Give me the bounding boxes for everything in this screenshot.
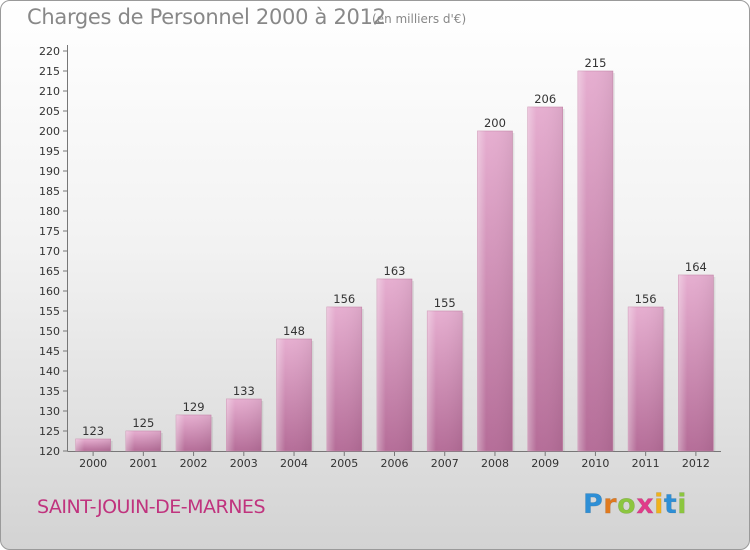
x-tick-label: 2002 [180, 457, 208, 470]
proxiti-logo: Proxiti [583, 489, 688, 521]
brand-letter: o [617, 489, 637, 521]
brand-letter: P [583, 489, 604, 521]
y-tick-label: 205 [39, 105, 60, 118]
data-label: 148 [283, 324, 305, 338]
y-tick-label: 120 [39, 445, 60, 458]
brand-letter: x [636, 489, 655, 521]
brand-letter: r [603, 489, 618, 521]
data-label: 164 [685, 260, 707, 274]
data-label: 206 [534, 92, 556, 106]
bar-highlight [477, 131, 513, 451]
data-label: 156 [333, 292, 355, 306]
y-tick-label: 210 [39, 85, 60, 98]
y-tick-label: 180 [39, 205, 60, 218]
data-label: 200 [484, 116, 506, 130]
x-tick-label: 2004 [280, 457, 308, 470]
bar-group [426, 310, 465, 452]
brand-letter: i [654, 489, 664, 521]
data-label: 133 [233, 384, 255, 398]
axes: 120 125 130 135 140 145 150 155 160 165 170 175 180 1… [39, 45, 721, 470]
bar-highlight [527, 107, 563, 451]
x-tick-label: 2008 [481, 457, 509, 470]
brand-letter: i [677, 489, 688, 521]
bar-group [226, 398, 264, 452]
y-tick-label: 125 [39, 425, 60, 438]
x-tick-label: 2005 [330, 457, 358, 470]
x-tick-label: 2003 [230, 457, 258, 470]
data-label: 215 [584, 56, 606, 70]
bar-group [376, 278, 414, 452]
y-tick-label: 175 [39, 225, 60, 238]
y-tick-label: 155 [39, 305, 60, 318]
x-tick-label: 2011 [632, 457, 660, 470]
x-tick-label: 2006 [381, 457, 409, 470]
bar-group [477, 130, 515, 452]
bar-highlight [628, 307, 664, 451]
bar-group [175, 414, 214, 452]
data-label: 123 [82, 424, 104, 438]
data-label: 163 [384, 264, 406, 278]
x-tick-label: 2007 [431, 457, 459, 470]
y-tick-label: 185 [39, 185, 60, 198]
bar-highlight [377, 279, 412, 451]
x-tick-label: 2010 [581, 457, 609, 470]
data-label: 129 [183, 400, 205, 414]
y-tick-label: 135 [39, 385, 60, 398]
x-tick-label: 2000 [79, 457, 107, 470]
y-tick-label: 150 [39, 325, 60, 338]
bar-highlight [577, 71, 613, 451]
y-tick-label: 220 [39, 45, 60, 58]
y-tick-label: 165 [39, 265, 60, 278]
bar-highlight [427, 311, 463, 451]
y-tick-label: 200 [39, 125, 60, 138]
chart-subtitle: (en milliers d'€) [372, 12, 467, 26]
bar-highlight [276, 339, 312, 451]
bar-highlight [326, 307, 362, 451]
y-tick-label: 195 [39, 145, 60, 158]
bar-highlight [125, 431, 161, 451]
bar-highlight [176, 415, 212, 451]
y-tick-label: 190 [39, 165, 60, 178]
bar-group [527, 106, 565, 452]
y-tick-label: 130 [39, 405, 60, 418]
x-tick-label: 2012 [682, 457, 710, 470]
bar-group [326, 306, 364, 452]
data-label: 155 [434, 296, 456, 310]
y-tick-label: 140 [39, 365, 60, 378]
bar-group [577, 70, 615, 452]
bar-group [627, 306, 666, 452]
data-label: 156 [635, 292, 657, 306]
bar-group [75, 438, 113, 452]
x-tick-label: 2009 [531, 457, 559, 470]
bar-group [276, 338, 314, 452]
x-tick-label: 2001 [129, 457, 157, 470]
y-tick-label: 160 [39, 285, 60, 298]
bar-highlight [678, 275, 714, 451]
bar-highlight [226, 399, 262, 451]
bars [75, 70, 716, 452]
brand-letter: t [663, 489, 678, 521]
data-labels: 123 125 129 133 148 156 163 155 200 206 215 156 164 [82, 56, 707, 438]
bar-highlight [75, 439, 111, 451]
y-tick-label: 170 [39, 245, 60, 258]
bar-group [125, 430, 163, 452]
y-tick-label: 145 [39, 345, 60, 358]
y-tick-label: 215 [39, 65, 60, 78]
commune-name: SAINT-JOUIN-DE-MARNES [37, 496, 266, 518]
bar-group [678, 274, 716, 452]
chart-title: Charges de Personnel 2000 à 2012 [27, 5, 386, 29]
data-label: 125 [132, 416, 154, 430]
